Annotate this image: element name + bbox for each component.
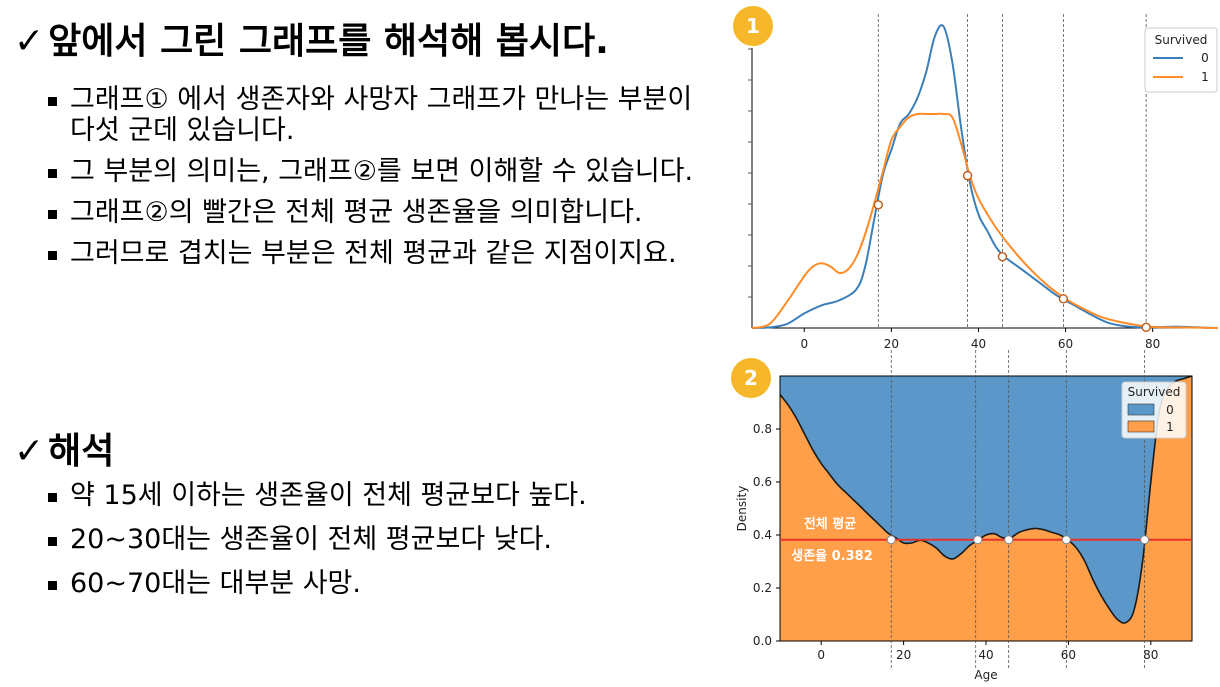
legend-swatch-0 [1127, 403, 1155, 416]
x-tick-label: 20 [896, 648, 911, 662]
crossing-point [886, 535, 896, 545]
interpretation-list: 약 15세 이하는 생존율이 전체 평균보다 높다. 20~30대는 생존율이 … [44, 480, 704, 612]
x-tick-label: 80 [1143, 648, 1158, 662]
legend-label-1: 1 [1201, 70, 1209, 84]
badge-2 [729, 356, 773, 400]
x-axis-label: Age [974, 668, 997, 682]
x-tick-label: 60 [1058, 337, 1073, 351]
kde-line-chart: 0 20 40 60 80 Survived 0 1 1 [731, 4, 1219, 351]
x-tick-label: 40 [978, 648, 993, 662]
legend-label-1: 1 [1166, 420, 1174, 434]
legend-title: Survived [1128, 385, 1181, 399]
crossing-point [1141, 322, 1151, 333]
crossing-point [1004, 535, 1014, 545]
x-tick-label: 60 [1061, 648, 1076, 662]
list-item: 60~70대는 대부분 사망. [44, 568, 704, 599]
list-item: 약 15세 이하는 생존율이 전체 평균보다 높다. [44, 480, 704, 511]
badge-1-label: 1 [746, 14, 760, 38]
list-item: 그래프②의 빨간은 전체 평균 생존율을 의미합니다. [44, 197, 704, 228]
checkmark-icon: ✓ [14, 21, 45, 62]
crossing-point [1058, 294, 1069, 304]
boundary-line [779, 375, 1193, 624]
crossing-point [1061, 535, 1071, 545]
legend-title: Survived [1155, 33, 1208, 47]
badge-1 [731, 4, 775, 48]
y-tick-label: 0.0 [753, 634, 772, 648]
legend-label-0: 0 [1166, 403, 1174, 417]
series-line-1 [751, 112, 1219, 329]
x-tick-label: 0 [800, 337, 808, 351]
heading-interpretation: ✓ 해석 [14, 431, 115, 472]
text-panel: ✓ 앞에서 그린 그래프를 해석해 봅시다. 그래프① 에서 생존자와 사망자 그… [14, 21, 704, 612]
y-tick-label: 0.4 [753, 528, 772, 542]
legend-swatch-1 [1127, 420, 1155, 433]
list-item: 그러므로 겹치는 부분은 전체 평균과 같은 지점이지요. [44, 238, 704, 269]
crossing-point [997, 251, 1008, 262]
heading-interpret-graph: ✓ 앞에서 그린 그래프를 해석해 봅시다. [14, 21, 609, 62]
crossing-point [973, 535, 983, 545]
area-survived-1 [780, 376, 1192, 641]
annotation-survival-rate: 생존율 0.382 [791, 548, 873, 564]
crossing-point [873, 200, 883, 210]
legend: Survived 0 1 [1144, 27, 1218, 93]
explanation-list: 그래프① 에서 생존자와 사망자 그래프가 만나는 부분이 다섯 군데 있습니다… [44, 84, 704, 279]
annotation-overall-mean: 전체 평균 [804, 516, 856, 532]
badge-2-label: 2 [744, 366, 758, 390]
list-item: 그 부분의 의미는, 그래프②를 보면 이해할 수 있습니다. [44, 156, 704, 187]
series-line-0 [751, 24, 1219, 329]
crossing-point [962, 170, 973, 181]
legend-label-0: 0 [1201, 51, 1209, 65]
x-tick-label: 40 [971, 337, 986, 351]
list-item: 그래프① 에서 생존자와 사망자 그래프가 만나는 부분이 다섯 군데 있습니다… [44, 84, 704, 146]
legend: Survived 0 1 [1121, 381, 1187, 439]
y-tick-label: 0.6 [753, 475, 772, 489]
x-tick-label: 0 [817, 648, 825, 662]
crossing-point [1140, 535, 1150, 545]
x-tick-label: 20 [884, 337, 899, 351]
y-tick-label: 0.2 [753, 581, 772, 595]
area-survived-0 [780, 376, 1192, 624]
list-item: 20~30대는 생존율이 전체 평균보다 낮다. [44, 524, 704, 555]
y-axis-label: Density [735, 486, 749, 532]
x-tick-label: 80 [1145, 337, 1160, 351]
y-tick-label: 0.8 [753, 422, 772, 436]
checkmark-icon: ✓ [14, 431, 45, 472]
